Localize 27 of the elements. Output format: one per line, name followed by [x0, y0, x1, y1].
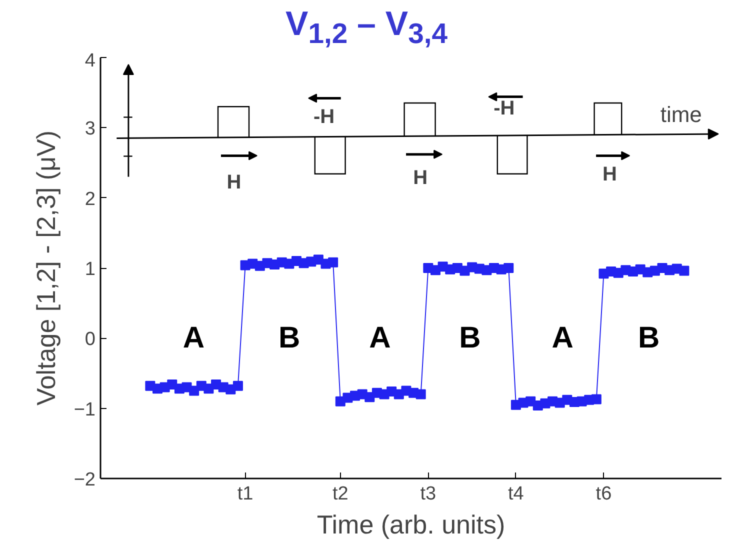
annotation: B	[638, 322, 660, 355]
chart-title: V$_{1,2}$ – V$_{3,4}$	[286, 5, 448, 50]
annotation: H	[226, 171, 242, 194]
x-tick-label: t6	[596, 484, 612, 504]
annotation: time	[660, 102, 702, 127]
annotation: B	[278, 322, 300, 355]
y-tick-label: −1	[74, 399, 96, 420]
y-axis-title: Voltage [1,2] - [2,3] (μV)	[30, 130, 61, 406]
annotation: H	[413, 167, 428, 190]
annotation: A	[182, 322, 204, 355]
y-tick-label: 2	[84, 188, 96, 210]
x-tick-label: t2	[332, 484, 348, 504]
annotation: A	[369, 322, 391, 355]
x-axis-title: Time (arb. units)	[316, 510, 506, 540]
annotation: H	[602, 164, 617, 186]
x-tick-label: t4	[508, 484, 524, 504]
y-tick-label: 0	[84, 329, 96, 350]
y-tick-label: 1	[84, 259, 96, 280]
annotation: -H	[494, 98, 515, 120]
y-tick-label: 4	[84, 50, 96, 72]
y-tick-label: −2	[74, 470, 96, 490]
annotation: B	[459, 322, 481, 355]
x-tick-label: t3	[420, 484, 436, 504]
y-tick-label: 3	[84, 118, 96, 140]
x-tick-label: t1	[237, 484, 254, 504]
annotation: A	[552, 322, 574, 355]
annotation: -H	[314, 106, 335, 128]
